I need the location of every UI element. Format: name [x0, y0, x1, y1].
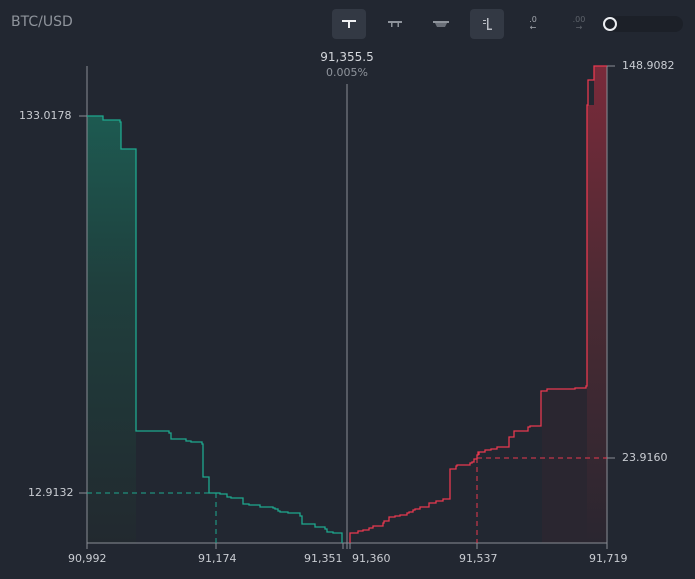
toolbar: .0 ← .00 →: [332, 9, 608, 39]
y-label-bid-max: 133.0178: [19, 109, 72, 122]
x-tick-2: 91,351: [304, 552, 343, 565]
double-bar-icon: [388, 21, 402, 27]
x-tick-1: 91,174: [198, 552, 237, 565]
depth-view-area-button[interactable]: [424, 9, 458, 39]
toggle-knob[interactable]: [603, 17, 617, 31]
bid-line: [87, 115, 343, 543]
decimal-decrease-icon: .0: [529, 15, 537, 24]
arrow-right-icon: →: [575, 23, 583, 32]
bid-area: [87, 116, 136, 543]
mid-price: 91,355.5: [320, 50, 374, 64]
x-tick-0: 90,992: [68, 552, 107, 565]
x-tick-5: 91,719: [589, 552, 628, 565]
x-tick-4: 91,537: [459, 552, 498, 565]
y-label-bid-cursor: 12.9132: [28, 486, 74, 499]
arrow-left-icon: ←: [529, 23, 537, 32]
spread-percent: 0.005%: [326, 66, 368, 79]
depth-view-step-button[interactable]: [470, 9, 504, 39]
decimal-increase-icon: .00: [572, 15, 586, 24]
y-label-ask-cursor: 23.9160: [622, 451, 668, 464]
toggle-switch[interactable]: [603, 16, 683, 32]
ask-line: [349, 65, 607, 543]
depth-view-single-button[interactable]: [332, 9, 366, 39]
single-bar-icon: [342, 20, 356, 28]
hatched-area-icon: [433, 21, 449, 27]
x-tick-3: 91,360: [352, 552, 391, 565]
pair-title: BTC/USD: [11, 14, 73, 30]
decrease-decimals-button[interactable]: .0 ←: [516, 9, 550, 39]
ask-area: [587, 66, 607, 543]
increase-decimals-button[interactable]: .00 →: [562, 9, 596, 39]
depth-view-double-button[interactable]: [378, 9, 412, 39]
step-line-icon: [483, 18, 492, 30]
y-label-ask-max: 148.9082: [622, 59, 675, 72]
